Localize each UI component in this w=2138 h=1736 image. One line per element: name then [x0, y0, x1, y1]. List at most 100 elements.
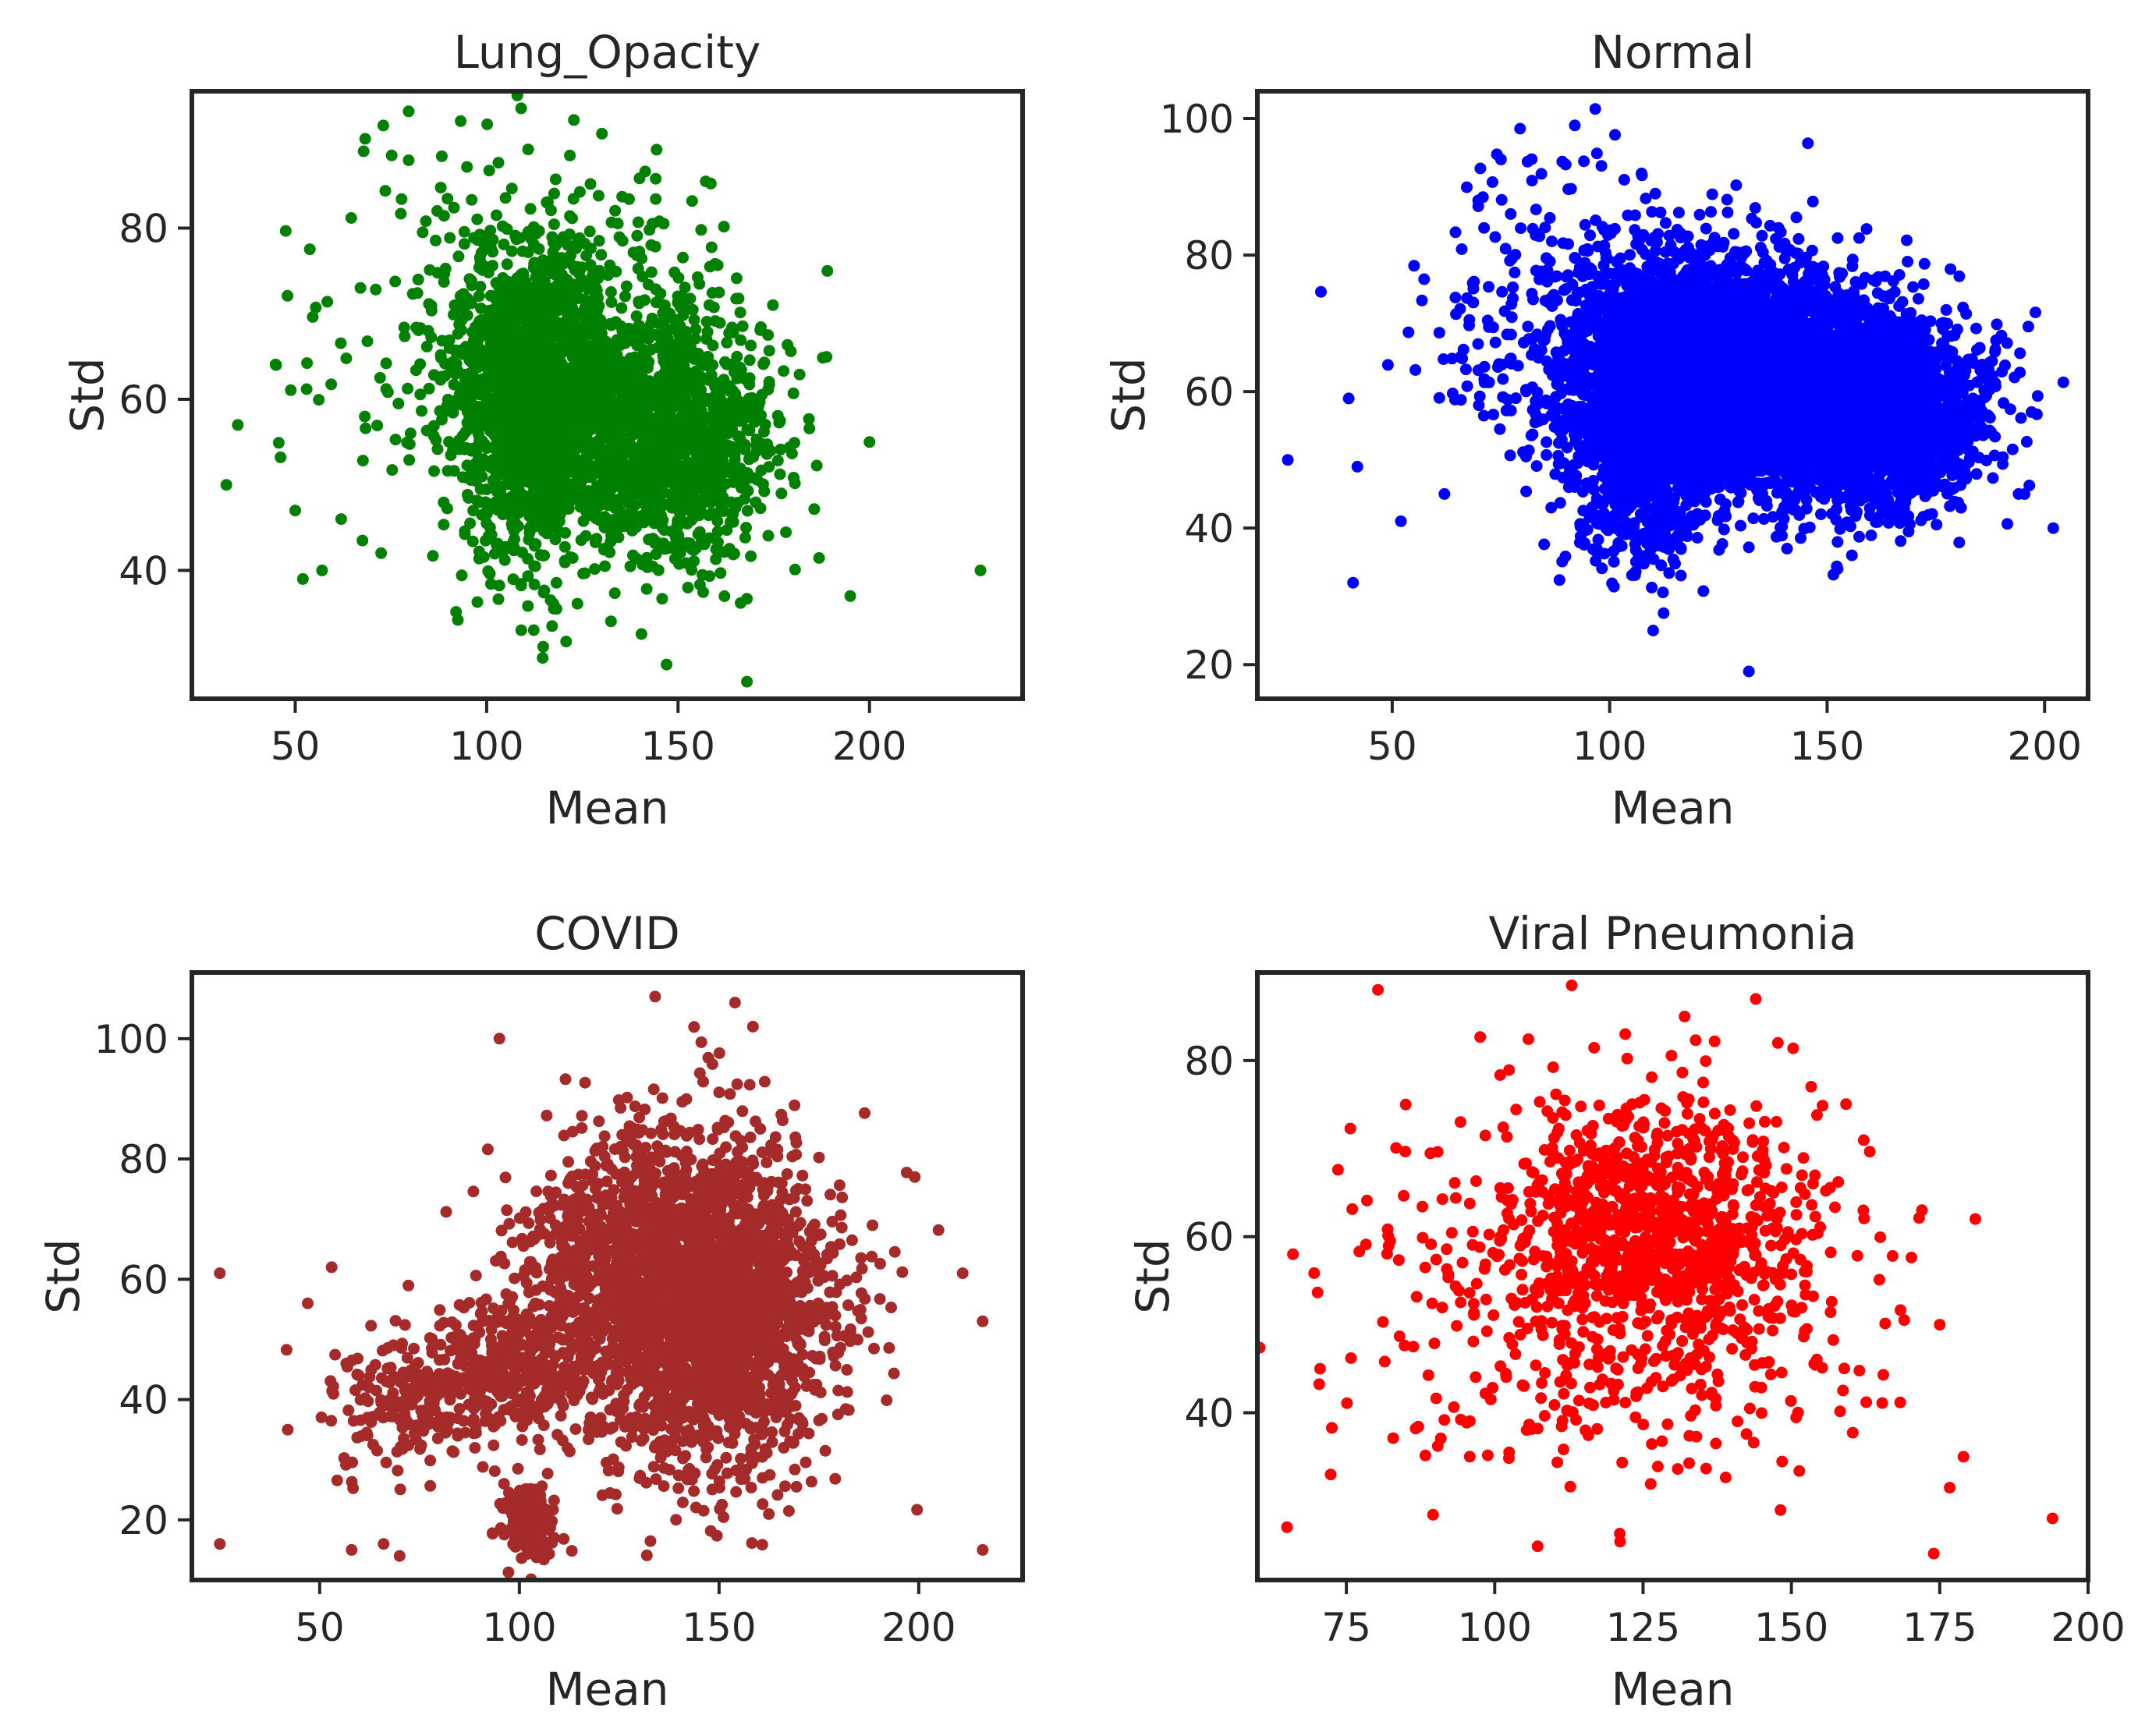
data-point — [441, 465, 454, 477]
data-point — [448, 378, 460, 391]
data-point — [715, 435, 727, 448]
data-point — [423, 382, 435, 395]
data-point — [282, 289, 294, 302]
data-point — [758, 356, 771, 369]
data-point — [631, 409, 644, 421]
data-point — [499, 495, 512, 508]
normal-points — [1282, 103, 2069, 678]
data-point — [471, 343, 484, 356]
data-point — [633, 296, 645, 308]
data-point — [1504, 449, 1516, 462]
data-point — [414, 388, 427, 401]
data-point — [478, 455, 491, 468]
data-point — [633, 172, 646, 185]
data-point — [301, 357, 314, 370]
data-point — [629, 487, 642, 500]
data-point — [357, 145, 370, 158]
data-point — [686, 544, 698, 556]
data-point — [693, 498, 706, 510]
data-point — [522, 600, 534, 612]
data-point — [658, 327, 671, 339]
data-point — [718, 590, 731, 602]
data-point — [565, 436, 577, 448]
data-point — [490, 466, 502, 479]
data-point — [495, 383, 507, 395]
data-point — [657, 307, 669, 320]
data-point — [654, 515, 667, 526]
data-point — [463, 273, 476, 285]
data-point — [646, 468, 658, 480]
x-tick-label: 100 — [449, 724, 523, 769]
data-point — [528, 579, 541, 590]
data-point — [401, 437, 413, 448]
data-point — [730, 292, 743, 305]
data-point — [270, 359, 282, 371]
data-point — [623, 438, 636, 450]
data-point — [434, 405, 446, 417]
data-point — [427, 369, 440, 381]
data-point — [597, 544, 610, 556]
data-point — [335, 513, 347, 526]
data-point — [560, 413, 573, 426]
data-point — [325, 378, 338, 391]
data-point — [272, 437, 285, 449]
data-point — [655, 501, 668, 513]
data-point — [490, 343, 502, 356]
data-point — [220, 479, 232, 491]
data-point — [1756, 229, 1768, 242]
data-point — [1853, 232, 1865, 244]
data-point — [615, 444, 628, 456]
data-point — [550, 576, 562, 589]
data-point — [718, 221, 730, 233]
data-point — [570, 242, 583, 254]
data-point — [650, 548, 662, 561]
data-point — [609, 204, 622, 217]
data-point — [356, 455, 369, 467]
data-point — [741, 423, 753, 436]
data-point — [629, 325, 642, 338]
data-point — [458, 443, 470, 455]
data-point — [597, 475, 610, 487]
data-point — [553, 268, 566, 281]
x-tick-label: 150 — [641, 724, 715, 769]
data-point — [537, 525, 550, 537]
data-point — [359, 410, 371, 423]
data-point — [750, 433, 763, 445]
data-point — [574, 370, 587, 381]
data-point — [1624, 249, 1636, 261]
data-point — [505, 301, 518, 314]
data-point — [1640, 193, 1652, 204]
data-point — [546, 231, 558, 243]
data-point — [587, 466, 599, 479]
data-point — [697, 395, 710, 408]
data-point — [732, 430, 744, 442]
y-tick-label: 60 — [119, 377, 168, 423]
data-point — [636, 434, 649, 446]
data-point — [404, 427, 417, 440]
data-point — [509, 410, 522, 423]
data-point — [438, 370, 451, 382]
data-point — [662, 542, 674, 554]
data-point — [527, 317, 540, 329]
data-point — [605, 296, 618, 308]
data-point — [420, 340, 433, 353]
data-point — [713, 286, 725, 299]
data-point — [974, 564, 987, 576]
data-point — [452, 328, 464, 340]
data-point — [565, 331, 576, 343]
data-point — [556, 282, 569, 294]
data-point — [746, 391, 758, 404]
data-point — [501, 461, 513, 473]
data-point — [651, 143, 663, 156]
data-point — [636, 459, 649, 472]
data-point — [417, 226, 429, 239]
data-point — [548, 187, 560, 200]
data-point — [676, 370, 689, 383]
data-point — [626, 515, 638, 527]
x-tick-label: 200 — [832, 724, 906, 769]
data-point — [530, 354, 542, 367]
data-point — [402, 154, 415, 166]
data-point — [817, 352, 829, 364]
data-point — [678, 297, 690, 310]
